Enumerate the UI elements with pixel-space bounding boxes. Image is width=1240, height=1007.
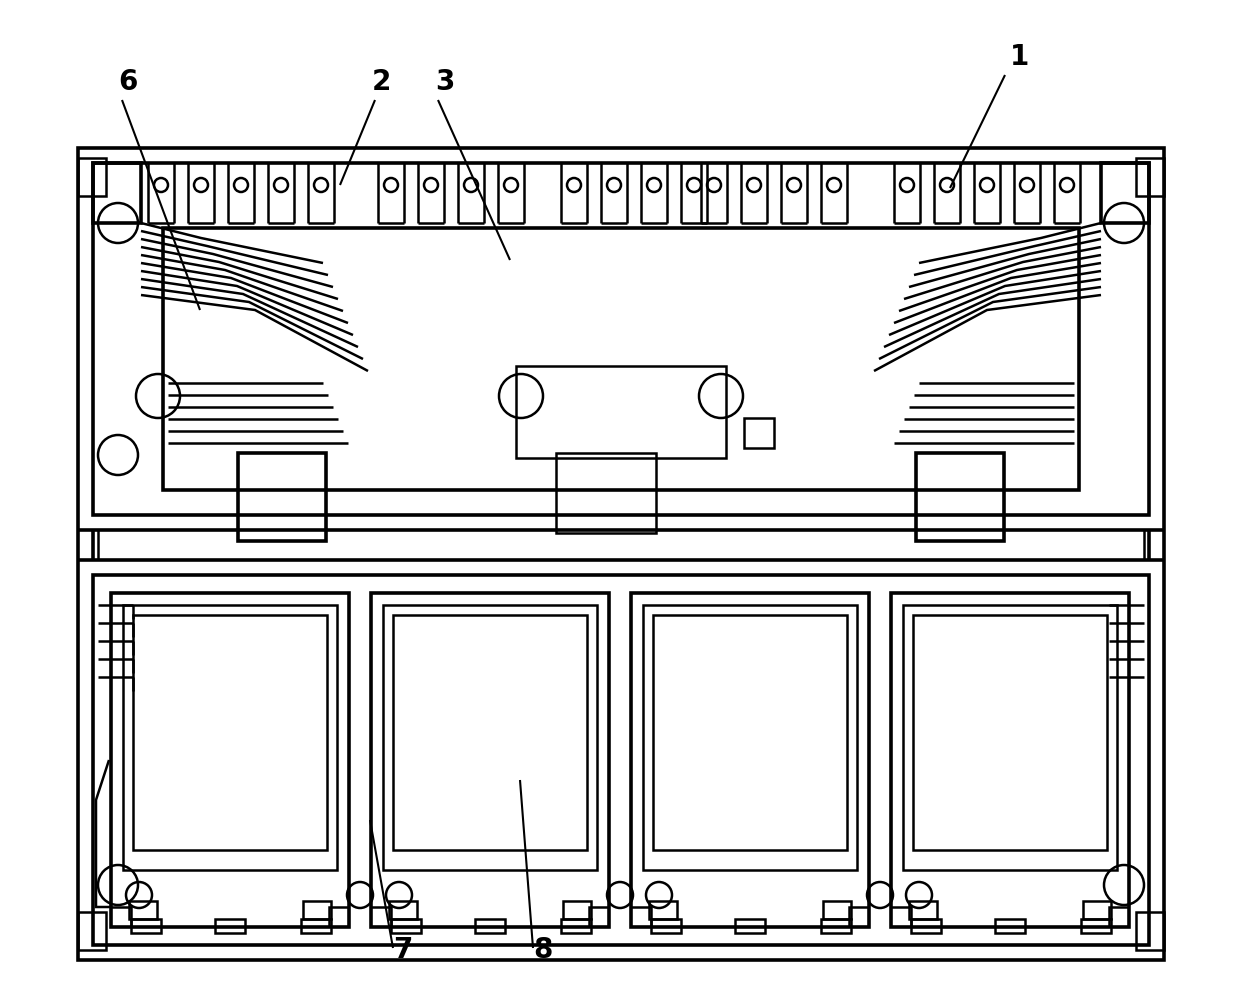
Text: 2: 2 (372, 68, 392, 96)
Bar (744, 418, 774, 448)
Bar (133, 615, 327, 850)
Text: 7: 7 (393, 936, 413, 964)
Bar (1136, 158, 1164, 196)
Bar (93, 163, 141, 223)
Bar (821, 919, 851, 933)
Bar (1136, 912, 1164, 950)
Bar (892, 593, 1128, 927)
Bar (1081, 919, 1111, 933)
Bar (563, 901, 591, 919)
Bar (560, 919, 591, 933)
Bar (391, 919, 422, 933)
Bar (93, 575, 1149, 945)
Bar (78, 158, 105, 196)
Bar (475, 919, 505, 933)
Bar (994, 919, 1025, 933)
Text: 8: 8 (533, 936, 552, 964)
Bar (913, 615, 1107, 850)
Text: 6: 6 (118, 68, 138, 96)
Bar (129, 901, 157, 919)
Bar (238, 453, 326, 541)
Bar (735, 919, 765, 933)
Bar (389, 901, 417, 919)
Bar (631, 593, 869, 927)
Bar (162, 228, 1079, 490)
Bar (131, 919, 161, 933)
Text: 1: 1 (1011, 43, 1029, 71)
Bar (903, 605, 1117, 870)
Bar (383, 605, 596, 870)
Bar (371, 593, 609, 927)
Bar (556, 453, 656, 533)
Bar (516, 366, 725, 458)
Bar (215, 919, 246, 933)
Bar (112, 593, 348, 927)
Bar (78, 148, 1164, 960)
Bar (1083, 901, 1111, 919)
Text: 3: 3 (435, 68, 454, 96)
Bar (393, 615, 587, 850)
Bar (649, 901, 677, 919)
Bar (123, 605, 337, 870)
Bar (1101, 163, 1149, 223)
Bar (911, 919, 941, 933)
Bar (823, 901, 851, 919)
Bar (644, 605, 857, 870)
Bar (916, 453, 1004, 541)
Bar (78, 912, 105, 950)
Bar (653, 615, 847, 850)
Bar (303, 901, 331, 919)
Bar (651, 919, 681, 933)
Bar (909, 901, 937, 919)
Bar (93, 163, 1149, 515)
Bar (301, 919, 331, 933)
